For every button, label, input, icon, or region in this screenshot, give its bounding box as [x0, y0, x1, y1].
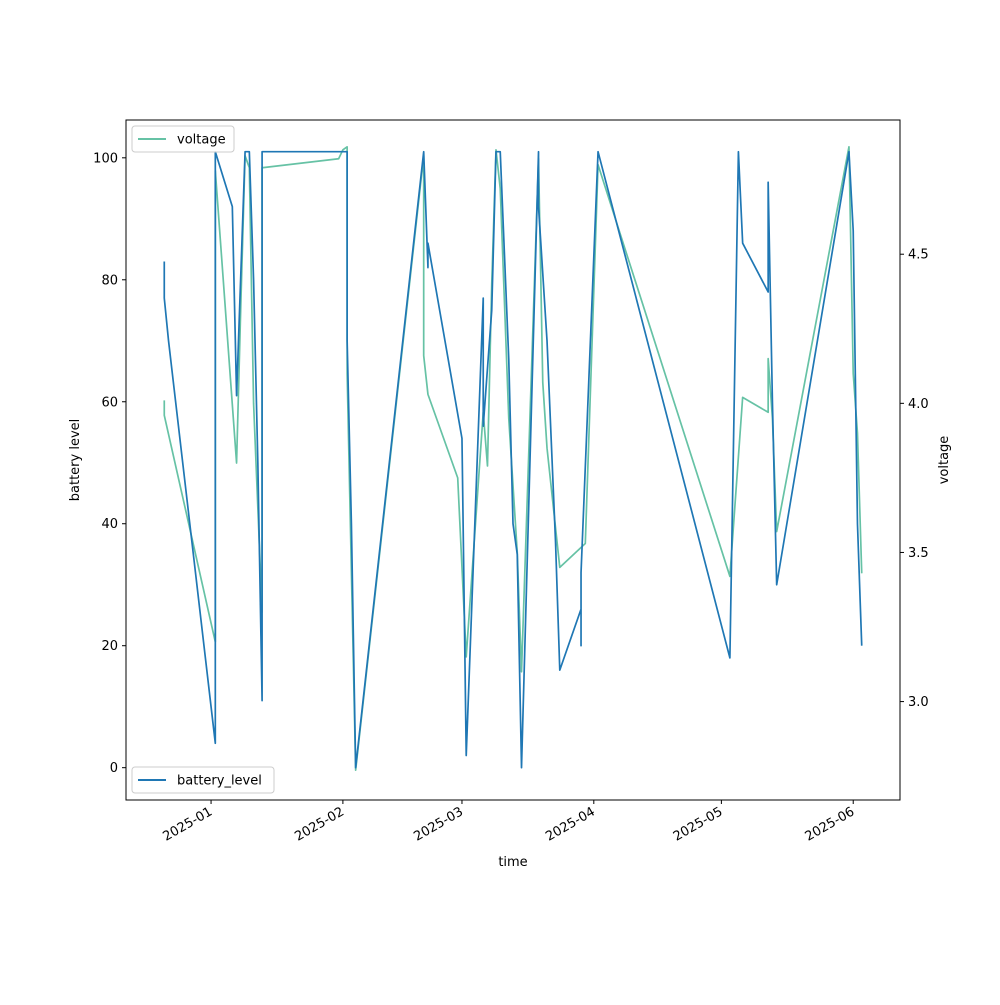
y2-tick-label: 4.5 — [908, 248, 929, 263]
y-tick-label: 20 — [101, 639, 118, 654]
y-tick-label: 80 — [101, 273, 118, 288]
plot-frame — [125, 119, 901, 801]
y2-axis-label: voltage — [937, 436, 952, 485]
x-tick-label: 2025-03 — [411, 804, 466, 844]
legend-voltage-label: voltage — [177, 133, 226, 148]
series-line-voltage — [163, 145, 863, 772]
ticks-layer: 0 20 40 60 80 100 3.0 3.5 4.0 4.5 2025-01 2025-02 20… — [93, 151, 929, 844]
y2-tick-label: 3.0 — [908, 695, 929, 710]
legend-battery-label: battery_level — [177, 774, 262, 789]
x-tick-label: 2025-05 — [671, 804, 726, 844]
y2-tick-label: 4.0 — [908, 397, 929, 412]
x-tick-label: 2025-06 — [803, 804, 858, 844]
series-layer — [163, 145, 863, 772]
series-line-battery-level — [163, 150, 863, 769]
x-tick-label: 2025-04 — [543, 804, 598, 844]
x-tick-label: 2025-02 — [292, 804, 347, 844]
legend-voltage-box — [131, 125, 235, 153]
y2-tick-label: 3.5 — [908, 546, 929, 561]
x-tick-label: 2025-01 — [161, 804, 216, 844]
legend-battery: battery_level — [131, 766, 275, 794]
legend-battery-box — [131, 766, 275, 794]
legend-voltage: voltage — [131, 125, 235, 153]
y-tick-label: 100 — [93, 151, 118, 166]
y-tick-label: 0 — [110, 761, 118, 776]
y-axis-label: battery level — [68, 419, 83, 502]
y-tick-label: 60 — [101, 395, 118, 410]
x-axis-label: time — [498, 855, 527, 870]
y-tick-label: 40 — [101, 517, 118, 532]
